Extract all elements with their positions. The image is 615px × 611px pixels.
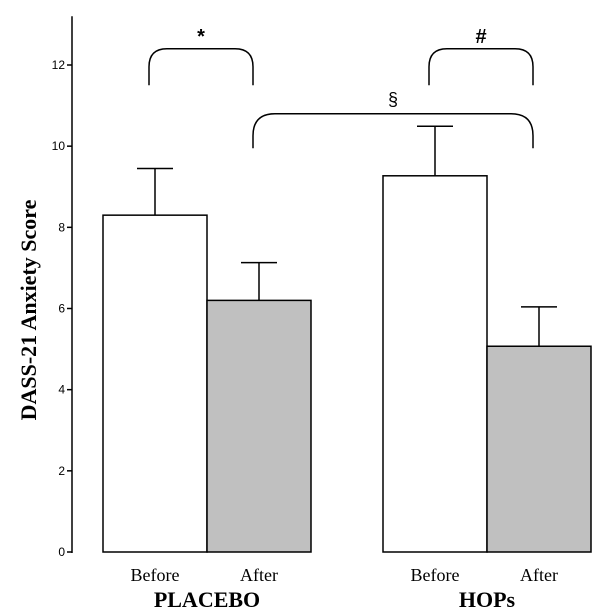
y-tick-label: 2: [58, 464, 65, 478]
y-tick-label: 4: [58, 383, 65, 397]
y-tick-label: 6: [58, 302, 65, 316]
significance-brackets-layer: * # §: [148, 26, 534, 149]
bar-hops-after: [486, 345, 592, 553]
error-bars-layer: [137, 125, 557, 347]
significance-bracket: [148, 48, 254, 86]
category-label: Before: [411, 565, 460, 585]
category-label: Before: [131, 565, 180, 585]
significance-label: #: [475, 26, 486, 48]
significance-label: §: [388, 90, 398, 110]
y-tick-label: 0: [58, 545, 65, 559]
category-label: After: [520, 565, 558, 585]
category-label: After: [240, 565, 278, 585]
bars-layer: [102, 175, 592, 553]
bar-placebo-after: [206, 299, 312, 553]
significance-label: *: [197, 26, 205, 48]
group-label: PLACEBO: [154, 587, 260, 611]
significance-bracket: [428, 48, 534, 86]
y-axis: 0 2 4 6 8 10 12: [52, 16, 73, 559]
y-tick-label: 10: [52, 139, 66, 153]
y-tick-label: 12: [52, 58, 66, 72]
significance-bracket: [252, 112, 534, 149]
group-label: HOPs: [459, 587, 516, 611]
bar-placebo-before: [102, 214, 208, 553]
y-tick-label: 8: [58, 220, 65, 234]
y-axis-title: DASS-21 Anxiety Score: [16, 199, 41, 420]
bar-hops-before: [382, 175, 488, 553]
